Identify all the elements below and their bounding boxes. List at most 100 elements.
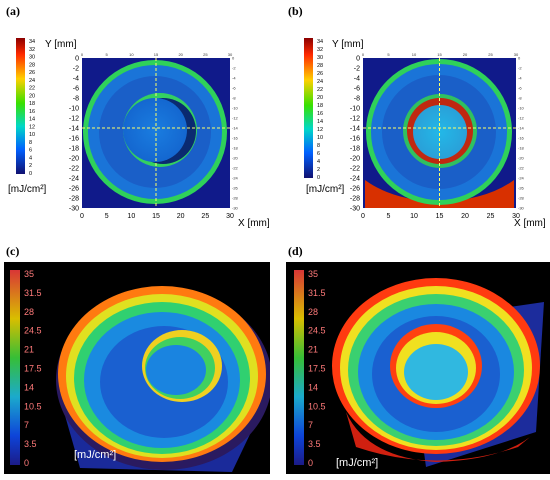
colorbar-tick-label: 24 — [317, 79, 323, 85]
x-tick-label: 0 — [361, 213, 365, 220]
minor-y-tick-label: -28 — [232, 196, 239, 201]
y-tick-label: -20 — [69, 156, 79, 163]
x-tick-label: 30 — [512, 213, 520, 220]
minor-y-tick-label: -12 — [232, 116, 239, 121]
y-tick-label: -2 — [354, 66, 360, 73]
inner-disc — [123, 98, 187, 162]
minor-x-tick-label: 30 — [228, 52, 233, 57]
y-tick-label: -6 — [73, 86, 79, 93]
colorbar-tick-label: 14 — [317, 119, 323, 125]
y-tick-label: -30 — [69, 206, 79, 213]
colorbar-label: [mJ/cm²] — [306, 184, 345, 195]
lower-hotspot — [365, 180, 514, 208]
y-tick-labels: 0 -2 -4 -6 -8 -10 -12 -14 -16 -18 -20 -22 -24 -26 -28 -… — [69, 56, 79, 213]
colorbar-tick-label: 10 — [29, 132, 35, 138]
y-tick-label: -14 — [69, 126, 79, 133]
minor-y-tick-label: -28 — [518, 196, 525, 201]
minor-y-tick-label: -26 — [232, 186, 239, 191]
minor-y-tick-label: -20 — [518, 156, 525, 161]
colorbar-tick-label: 20 — [317, 95, 323, 101]
colorbar-tick-label: 30 — [317, 55, 323, 61]
colorbar — [10, 270, 20, 465]
colorbar-tick-label: 26 — [29, 70, 35, 76]
colorbar-tick-label: 32 — [29, 47, 35, 53]
colorbar-tick-label: 21 — [24, 345, 34, 355]
plot-area: 0 5 10 15 20 25 30 0 -2 -4 -6 -8 -10 -12 -14 -16 -18 -20… — [81, 52, 239, 211]
colorbar-tick-label: 24.5 — [24, 326, 42, 336]
colorbar-tick-label: 22 — [317, 87, 323, 93]
x-tick-label: 5 — [387, 213, 391, 220]
colorbar-tick-label: 14 — [308, 382, 318, 392]
minor-y-tick-label: -14 — [232, 126, 239, 131]
colorbar-tick-label: 28 — [24, 307, 34, 317]
panel-label-b: (b) — [288, 4, 303, 18]
y-tick-label: -18 — [350, 146, 360, 153]
x-tick-label: 25 — [201, 213, 209, 220]
x-tick-label: 25 — [487, 213, 495, 220]
y-tick-label: -4 — [73, 76, 79, 83]
colorbar-tick-label: 6 — [29, 148, 32, 154]
minor-y-tick-label: -22 — [518, 166, 525, 171]
minor-tick-labels-x: 0 5 10 15 20 25 30 — [81, 52, 233, 57]
colorbar-tick-label: 2 — [317, 167, 320, 173]
colorbar-tick-label: 14 — [24, 382, 34, 392]
minor-x-tick-label: 10 — [412, 52, 417, 57]
colorbar-tick-label: 7 — [24, 420, 29, 430]
minor-tick-labels-y-right: 0 -2 -4 -6 -8 -10 -12 -14 -16 -18 -20 -22 -24 -26 -28 -… — [232, 56, 239, 211]
colorbar-tick-label: 28 — [29, 62, 35, 68]
y-tick-label: -22 — [69, 166, 79, 173]
minor-y-tick-label: -24 — [232, 176, 239, 181]
minor-x-tick-label: 5 — [106, 52, 109, 57]
colorbar-tick-label: 0 — [308, 458, 313, 468]
colorbar-tick-label: 35 — [308, 269, 318, 279]
minor-y-tick-label: -16 — [518, 136, 525, 141]
colorbar-tick-label: 34 — [29, 39, 35, 45]
colorbar-tick-label: 31.5 — [308, 288, 326, 298]
y-tick-label: -24 — [69, 176, 79, 183]
minor-y-tick-label: -24 — [518, 176, 525, 181]
panel-label-d: (d) — [288, 244, 303, 258]
x-tick-label: 15 — [152, 213, 160, 220]
colorbar-tick-label: 10 — [317, 135, 323, 141]
minor-x-tick-label: 5 — [387, 52, 390, 57]
colorbar-tick-label: 18 — [317, 103, 323, 109]
minor-y-tick-label: -26 — [518, 186, 525, 191]
minor-x-tick-label: 15 — [154, 52, 159, 57]
y-tick-label: -16 — [350, 136, 360, 143]
minor-y-tick-label: -20 — [232, 156, 239, 161]
x-axis-label: X [mm] — [238, 218, 270, 229]
x-tick-labels: 0 5 10 15 20 25 30 — [361, 213, 520, 220]
colorbar-tick-label: 22 — [29, 86, 35, 92]
colorbar-label: [mJ/cm²] — [8, 184, 47, 195]
inner-disc — [413, 105, 467, 159]
colorbar-tick-label: 17.5 — [24, 364, 42, 374]
x-tick-labels: 0 5 10 15 20 25 30 — [80, 213, 234, 220]
colorbar-ticks: 35 31.5 28 24.5 21 17.5 14 10.5 7 3.5 0 — [308, 269, 326, 468]
inner-disc — [146, 345, 206, 395]
y-tick-label: -30 — [350, 206, 360, 213]
y-tick-label: -10 — [350, 106, 360, 113]
minor-y-tick-label: -4 — [232, 76, 236, 81]
x-tick-label: 30 — [226, 213, 234, 220]
colorbar-tick-label: 28 — [308, 307, 318, 317]
colorbar-tick-label: 12 — [317, 127, 323, 133]
colorbar-tick-label: 6 — [317, 151, 320, 157]
y-tick-label: -12 — [350, 116, 360, 123]
minor-y-tick-label: -10 — [518, 106, 525, 111]
colorbar-tick-label: 7 — [308, 420, 313, 430]
minor-y-tick-label: -10 — [232, 106, 239, 111]
y-tick-label: -28 — [69, 196, 79, 203]
minor-y-tick-label: -8 — [518, 96, 522, 101]
minor-y-tick-label: 0 — [232, 56, 235, 61]
y-tick-label: -8 — [73, 96, 79, 103]
colorbar-tick-label: 10.5 — [308, 401, 326, 411]
colorbar-tick-label: 28 — [317, 63, 323, 69]
colorbar — [304, 38, 313, 178]
colorbar-tick-label: 16 — [29, 109, 35, 115]
minor-tick-labels-y-right: 0 -2 -4 -6 -8 -10 -12 -14 -16 -18 -20 -22 -24 -26 -28 -… — [518, 56, 525, 211]
x-axis-label: X [mm] — [514, 218, 546, 229]
y-axis-label: Y [mm] — [45, 39, 77, 50]
